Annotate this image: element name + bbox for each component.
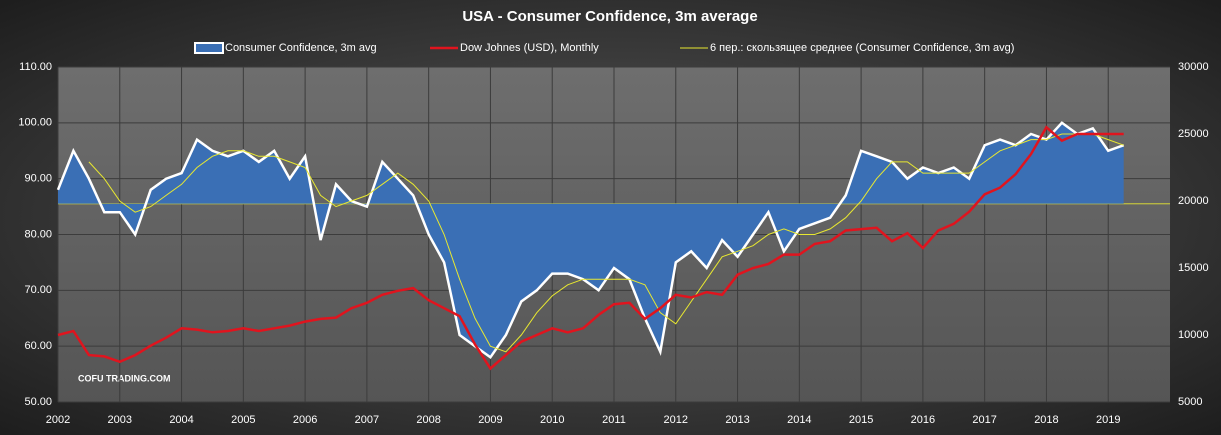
x-tick-label: 2008: [416, 414, 440, 426]
x-tick-label: 2016: [911, 414, 935, 426]
y-tick-label: 110.00: [19, 61, 52, 73]
legend-label: 6 пер.: скользящее среднее (Consumer Con…: [710, 42, 1014, 54]
legend-label: Consumer Confidence, 3m avg: [225, 42, 377, 54]
chart-title: USA - Consumer Confidence, 3m average: [462, 8, 757, 25]
x-tick-label: 2003: [108, 414, 132, 426]
x-tick-label: 2005: [231, 414, 255, 426]
y2-tick-label: 20000: [1178, 195, 1209, 207]
y-tick-label: 70.00: [24, 284, 52, 296]
x-tick-label: 2012: [664, 414, 688, 426]
line: [88, 133, 1124, 353]
area-line: [56, 121, 1125, 360]
legend-label: Dow Johnes (USD), Monthly: [460, 42, 599, 54]
x-tick-label: 2002: [46, 414, 70, 426]
y2-tick-label: 5000: [1178, 396, 1202, 408]
watermark: COFU TRADING.COM: [78, 373, 171, 383]
x-tick-label: 2015: [849, 414, 873, 426]
x-tick-label: 2004: [169, 414, 193, 426]
y-tick-label: 50.00: [24, 396, 52, 408]
x-tick-label: 2013: [725, 414, 749, 426]
y-tick-label: 60.00: [24, 340, 52, 352]
y-tick-label: 100.00: [18, 117, 52, 129]
y2-tick-label: 15000: [1178, 262, 1209, 274]
x-tick-label: 2009: [478, 414, 502, 426]
x-tick-label: 2011: [602, 414, 626, 426]
x-tick-label: 2007: [355, 414, 379, 426]
x-tick-label: 2010: [540, 414, 564, 426]
legend-swatch: [194, 42, 224, 54]
x-tick-label: 2018: [1034, 414, 1058, 426]
area: [58, 122, 1124, 358]
y-tick-label: 90.00: [24, 173, 52, 185]
y2-tick-label: 10000: [1178, 329, 1209, 341]
x-tick-label: 2006: [293, 414, 317, 426]
line: [57, 125, 1124, 371]
x-tick-label: 2014: [787, 414, 811, 426]
x-tick-label: 2019: [1096, 414, 1120, 426]
x-tick-label: 2017: [972, 414, 996, 426]
y2-tick-label: 30000: [1178, 61, 1209, 73]
y2-tick-label: 25000: [1178, 128, 1209, 140]
y-tick-label: 80.00: [24, 228, 52, 240]
